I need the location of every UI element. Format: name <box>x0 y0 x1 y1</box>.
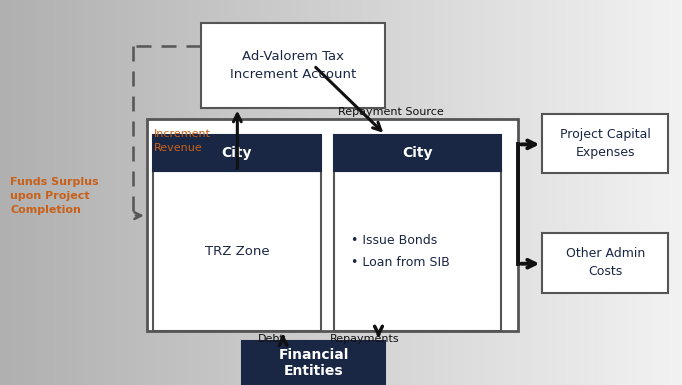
Bar <box>242 341 385 385</box>
Text: Other Admin
Costs: Other Admin Costs <box>565 247 645 278</box>
Text: City: City <box>222 146 252 160</box>
Bar <box>542 114 668 173</box>
Text: Increment
Revenue: Increment Revenue <box>153 129 211 152</box>
Text: City: City <box>402 146 433 160</box>
Text: Debt: Debt <box>257 334 284 344</box>
Text: TRZ Zone: TRZ Zone <box>205 245 269 258</box>
Text: Repayments: Repayments <box>330 334 400 344</box>
Text: Ad-Valorem Tax
Increment Account: Ad-Valorem Tax Increment Account <box>230 50 357 81</box>
Bar <box>334 135 501 171</box>
Bar <box>153 171 321 331</box>
Bar <box>201 23 385 108</box>
Bar <box>334 171 501 331</box>
Bar <box>542 233 668 293</box>
Text: Repayment Source: Repayment Source <box>338 107 443 117</box>
Bar <box>153 135 321 171</box>
Text: Financial
Entities: Financial Entities <box>278 348 349 378</box>
Text: Project Capital
Expenses: Project Capital Expenses <box>560 128 651 159</box>
Text: • Issue Bonds
• Loan from SIB: • Issue Bonds • Loan from SIB <box>351 234 450 269</box>
Text: Funds Surplus
upon Project
Completion: Funds Surplus upon Project Completion <box>10 177 99 215</box>
Bar <box>147 119 518 331</box>
